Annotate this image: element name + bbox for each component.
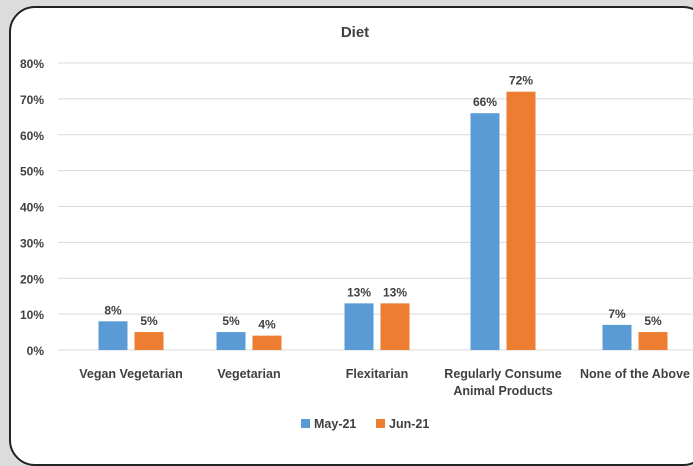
diet-bar-chart: Diet 0% 10% 20% 30% 40% 50% 60% 70% 80% 8% 5% 13% 6… xyxy=(20,24,693,431)
data-label: 13% xyxy=(347,285,371,299)
chart-frame xyxy=(9,6,693,466)
y-tick-label: 80% xyxy=(20,57,44,71)
y-tick-label: 10% xyxy=(20,308,44,322)
x-category-label: Flexitarian xyxy=(346,367,409,381)
bar xyxy=(252,335,282,350)
x-category-label: Regularly Consume xyxy=(444,367,561,381)
bar xyxy=(470,113,500,350)
bar xyxy=(134,332,164,350)
x-category-label: None of the Above xyxy=(580,367,690,381)
data-labels: 8% 5% 13% 66% 7% 5% 4% 13% 72% 5% xyxy=(104,74,662,332)
legend-label: Jun-21 xyxy=(389,417,429,431)
bar xyxy=(380,303,410,350)
bar xyxy=(98,321,128,350)
y-tick-label: 20% xyxy=(20,272,44,286)
bar xyxy=(638,332,668,350)
data-label: 7% xyxy=(608,307,626,321)
data-label: 5% xyxy=(140,314,158,328)
legend-swatch xyxy=(376,419,385,428)
x-category-label: Vegetarian xyxy=(217,367,280,381)
y-tick-label: 50% xyxy=(20,165,44,179)
bar xyxy=(344,303,374,350)
data-label: 5% xyxy=(222,314,240,328)
data-label: 4% xyxy=(258,318,276,332)
bars xyxy=(98,91,668,350)
data-label: 5% xyxy=(644,314,662,328)
y-tick-label: 60% xyxy=(20,129,44,143)
legend-swatch xyxy=(301,419,310,428)
data-label: 66% xyxy=(473,95,497,109)
data-label: 13% xyxy=(383,285,407,299)
y-tick-label: 30% xyxy=(20,236,44,250)
y-tick-label: 40% xyxy=(20,201,44,215)
legend: May-21 Jun-21 xyxy=(301,417,429,431)
x-category-label: Vegan Vegetarian xyxy=(79,367,183,381)
data-label: 8% xyxy=(104,303,122,317)
chart-title: Diet xyxy=(341,24,369,41)
y-tick-label: 70% xyxy=(20,93,44,107)
data-label: 72% xyxy=(509,74,533,88)
gridlines xyxy=(58,62,693,351)
y-axis-tick-labels: 0% 10% 20% 30% 40% 50% 60% 70% 80% xyxy=(20,57,44,358)
y-tick-label: 0% xyxy=(27,344,45,358)
bar xyxy=(506,91,536,350)
bar xyxy=(216,332,246,350)
legend-label: May-21 xyxy=(314,417,356,431)
x-category-label: Animal Products xyxy=(453,384,552,398)
bar xyxy=(602,324,632,350)
x-axis-category-labels: Vegan Vegetarian Vegetarian Flexitarian Reg… xyxy=(79,367,690,398)
